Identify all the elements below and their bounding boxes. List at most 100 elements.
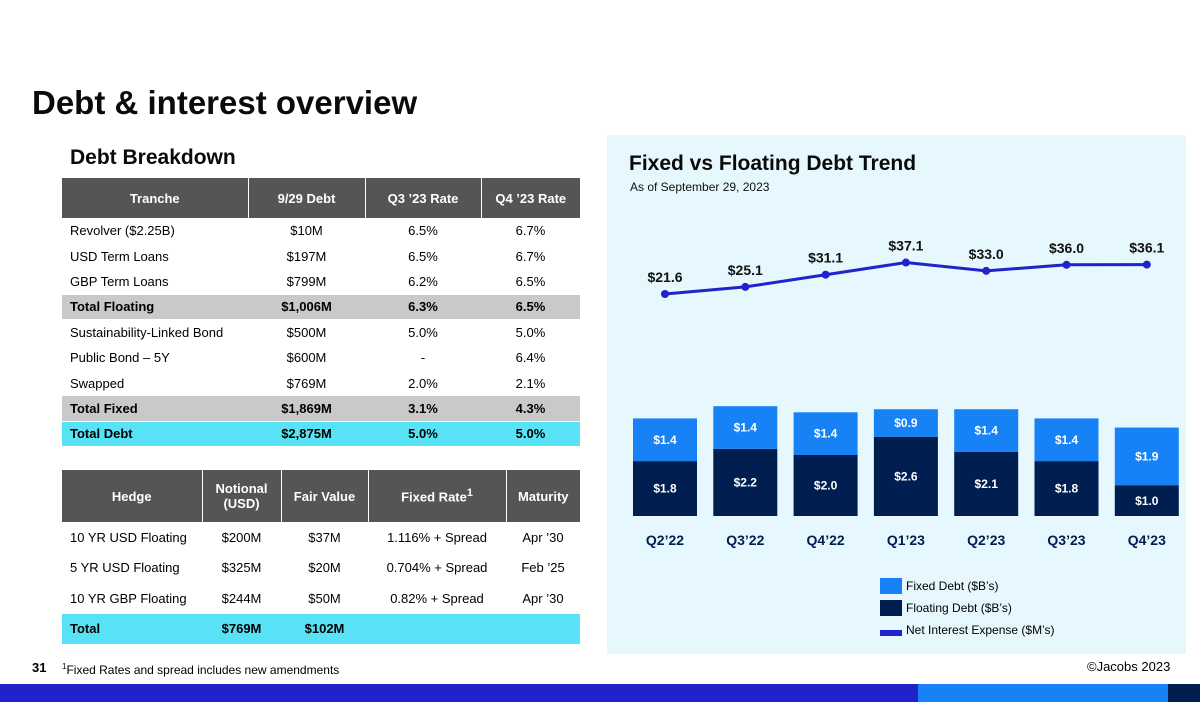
footnote-sup: 1 [62, 662, 67, 671]
table-cell: 2.0% [365, 370, 481, 397]
floating-debt-bar [793, 455, 858, 516]
net-interest-label: $37.1 [888, 238, 923, 254]
table-cell: 2.1% [481, 370, 580, 397]
net-interest-label: $36.0 [1049, 240, 1084, 256]
table-cell: 6.4% [481, 344, 580, 371]
legend-swatch [880, 630, 902, 636]
x-tick-label: Q2’22 [646, 532, 684, 548]
debt-header-cell: 9/29 Debt [248, 178, 366, 218]
debt-breakdown-table: Tranche 9/29 Debt Q3 ’23 Rate Q4 ’23 Rat… [62, 178, 580, 448]
legend-label: Floating Debt ($B’s) [906, 601, 1012, 615]
table-cell: $244M [202, 583, 281, 614]
table-cell: Apr ’30 [506, 583, 580, 614]
hedge-header-cell: Fixed Rate1 [368, 470, 507, 522]
table-cell: Feb ’25 [506, 552, 580, 584]
x-tick-label: Q4’22 [807, 532, 845, 548]
table-cell: 6.5% [365, 218, 481, 244]
fixed-rate-header-text: Fixed Rate [401, 489, 467, 505]
net-interest-label: $31.1 [808, 250, 843, 266]
x-tick-label: Q1’23 [887, 532, 925, 548]
chart-panel [607, 135, 1186, 654]
floating-debt-label: $1.8 [653, 482, 677, 496]
table-cell: $20M [281, 552, 368, 584]
table-cell: 5.0% [365, 421, 481, 448]
floating-debt-bar [954, 451, 1019, 516]
net-interest-point [1142, 260, 1151, 269]
floating-debt-label: $2.1 [975, 477, 999, 491]
table-cell: 6.7% [481, 243, 580, 270]
x-tick-label: Q3’22 [726, 532, 764, 548]
fixed-debt-label: $1.4 [814, 427, 838, 441]
x-tick-label: Q4’23 [1128, 532, 1166, 548]
hedge-header-cell: Notional (USD) [202, 470, 282, 522]
table-cell [368, 613, 506, 645]
table-row: 5 YR USD Floating $325M $20M 0.704% + Sprea… [62, 552, 580, 584]
fixed-debt-bar [713, 406, 778, 449]
table-cell: Swapped [62, 370, 248, 397]
footer-bar-navy [1168, 684, 1200, 702]
table-cell: - [365, 344, 481, 371]
fixed-debt-label: $0.9 [894, 416, 918, 430]
debt-header-cell: Tranche [62, 178, 249, 218]
table-row: Total Fixed $1,869M 3.1% 4.3% [62, 395, 580, 422]
table-cell: 6.2% [365, 268, 481, 295]
table-cell: Public Bond – 5Y [62, 344, 248, 371]
table-cell: $2,875M [248, 421, 365, 448]
table-cell: $769M [202, 613, 281, 645]
debt-trend-chart: $1.8 $1.4 Q2’22 $2.2 $1.4 Q3’22 $2.0 $1.4 Q4’22 $… [633, 238, 1179, 548]
table-cell: Total Fixed [62, 395, 248, 422]
table-row: USD Term Loans $197M 6.5% 6.7% [62, 243, 580, 270]
table-row: Total Debt $2,875M 5.0% 5.0% [62, 421, 580, 448]
table-cell: 1.116% + Spread [368, 522, 506, 553]
table-cell: Sustainability-Linked Bond [62, 319, 248, 346]
net-interest-point [982, 266, 991, 275]
table-row: Total Floating $1,006M 6.3% 6.5% [62, 294, 580, 321]
table-cell [506, 613, 580, 645]
fixed-debt-bar [1114, 427, 1179, 486]
net-interest-point [741, 282, 750, 291]
net-interest-label: $36.1 [1129, 240, 1164, 256]
table-cell: $1,869M [248, 395, 365, 422]
table-cell: $10M [248, 218, 365, 244]
table-cell: $200M [202, 522, 281, 553]
table-cell: $500M [248, 319, 365, 346]
fixed-debt-label: $1.9 [1135, 450, 1159, 464]
hedge-header-row: Hedge Notional (USD) Fair Value Fixed Ra… [62, 470, 580, 522]
table-cell: USD Term Loans [62, 243, 248, 270]
table-cell: 5 YR USD Floating [62, 552, 202, 584]
table-cell: Total [62, 613, 202, 645]
floating-debt-label: $1.8 [1055, 482, 1079, 496]
floating-debt-bar [873, 436, 938, 516]
table-cell: 10 YR USD Floating [62, 522, 202, 553]
floating-debt-bar [713, 448, 778, 516]
footnote-marker: 1 [466, 487, 473, 500]
floating-debt-bar [633, 461, 697, 516]
fixed-debt-label: $1.4 [734, 421, 758, 435]
copyright: ©Jacobs 2023 [1087, 659, 1171, 674]
page-number: 31 [32, 660, 47, 675]
debt-breakdown-title: Debt Breakdown [70, 146, 236, 169]
table-cell: $102M [281, 613, 368, 645]
table-row: Total $769M $102M [62, 613, 580, 645]
chart-title: Fixed vs Floating Debt Trend [629, 152, 917, 175]
table-cell: 0.82% + Spread [368, 583, 506, 614]
debt-header-cell: Q4 ’23 Rate [481, 178, 580, 218]
fixed-debt-bar [633, 418, 697, 462]
floating-debt-label: $2.0 [814, 479, 838, 493]
table-cell: Total Debt [62, 421, 248, 448]
hedge-header-cell: Maturity [506, 470, 580, 522]
table-cell: 3.1% [365, 395, 481, 422]
table-row: Sustainability-Linked Bond $500M 5.0% 5.0% [62, 319, 580, 346]
debt-header-row: Tranche 9/29 Debt Q3 ’23 Rate Q4 ’23 Rat… [62, 178, 580, 218]
legend-swatch [880, 600, 902, 616]
legend-swatch [880, 578, 902, 594]
hedge-table: Hedge Notional (USD) Fair Value Fixed Ra… [62, 470, 580, 645]
table-cell: 0.704% + Spread [368, 552, 506, 584]
net-interest-point [1062, 260, 1071, 269]
table-row: GBP Term Loans $799M 6.2% 6.5% [62, 268, 580, 295]
table-row: Revolver ($2.25B) $10M 6.5% 6.7% [62, 218, 580, 244]
x-tick-label: Q2’23 [967, 532, 1005, 548]
net-interest-point [821, 270, 830, 279]
table-cell: $37M [281, 522, 368, 553]
table-cell: 5.0% [481, 421, 580, 448]
